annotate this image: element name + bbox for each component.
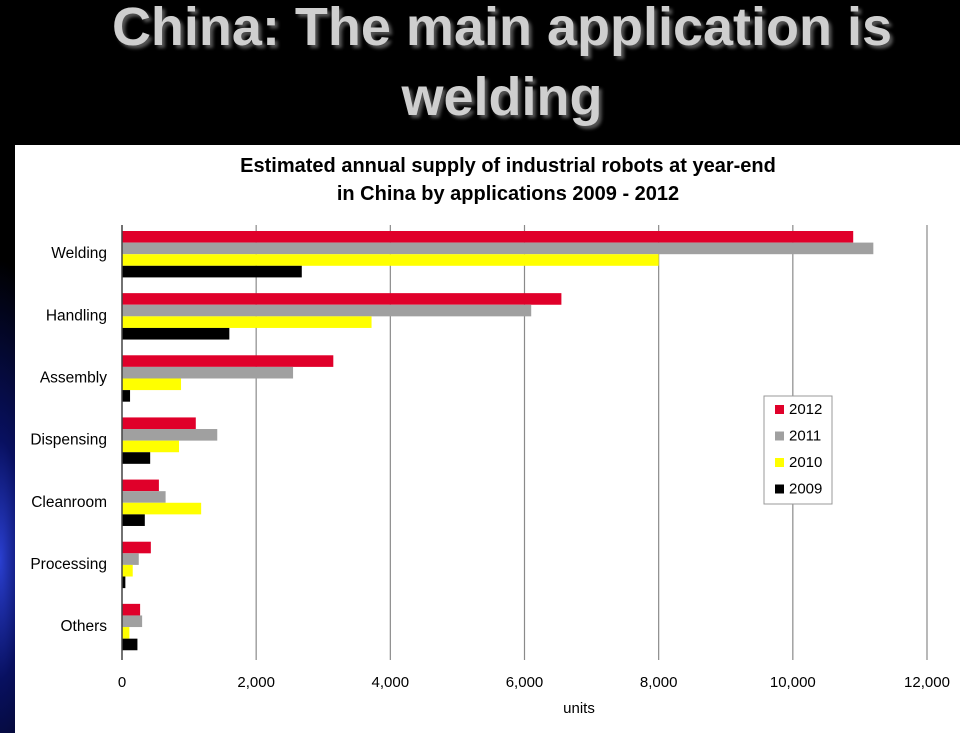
- y-category-label: Assembly: [40, 369, 107, 386]
- bar-2009-others: [122, 638, 138, 651]
- axes: 0 2,000 4,000 6,000 8,000 10,000 12,000 Welding…: [30, 225, 950, 691]
- legend-swatch-2010: [775, 458, 784, 467]
- x-tick-label: 0: [118, 674, 126, 691]
- bar-2012-welding: [122, 231, 854, 243]
- bar-2010-assembly: [122, 378, 182, 391]
- legend-swatch-2012: [775, 405, 784, 414]
- bar-2012-handling: [122, 293, 562, 305]
- legend-swatch-2011: [775, 431, 784, 441]
- legend-label: 2011: [789, 428, 821, 445]
- bar-2010-dispensing: [122, 440, 180, 453]
- chart-panel: Estimated annual supply of industrial ro…: [15, 145, 960, 733]
- bar-2011-dispensing: [122, 429, 218, 441]
- x-tick-label: 4,000: [372, 674, 410, 691]
- y-category-label: Handling: [46, 307, 107, 324]
- bar-2011-processing: [122, 553, 139, 565]
- bar-2011-others: [122, 615, 143, 628]
- bar-2010-handling: [122, 316, 372, 328]
- legend: 2012 2011 2010 2009: [763, 395, 833, 505]
- bar-2011-cleanroom: [122, 491, 166, 503]
- x-tick-label: 10,000: [770, 674, 816, 691]
- bar-2009-cleanroom: [122, 514, 145, 526]
- legend-label: 2012: [789, 401, 822, 418]
- y-category-label: Cleanroom: [31, 494, 107, 511]
- x-tick-label: 12,000: [904, 674, 950, 691]
- y-category-label: Processing: [30, 556, 107, 573]
- slide-title-line-1: China: The main application is: [111, 0, 893, 57]
- y-category-label: Welding: [51, 245, 107, 262]
- bars: [122, 231, 874, 651]
- bar-chart: Estimated annual supply of industrial ro…: [30, 155, 950, 717]
- bar-2012-cleanroom: [122, 479, 159, 492]
- bar-2009-dispensing: [122, 452, 151, 464]
- bar-2010-others: [122, 627, 130, 639]
- legend-swatch-2009: [775, 484, 784, 494]
- bar-2010-welding: [122, 254, 659, 266]
- chart-title-line-1: Estimated annual supply of industrial ro…: [240, 155, 776, 177]
- bar-2009-processing: [122, 576, 126, 589]
- bar-2009-welding: [122, 265, 302, 278]
- y-category-label: Dispensing: [30, 432, 107, 449]
- slide-title-line-2: welding: [401, 67, 603, 127]
- bar-2012-processing: [122, 541, 151, 554]
- bar-2010-processing: [122, 564, 133, 577]
- bar-2011-welding: [122, 242, 874, 255]
- bar-2010-cleanroom: [122, 502, 202, 515]
- bar-2012-dispensing: [122, 417, 196, 430]
- bar-2012-assembly: [122, 355, 334, 367]
- bar-2011-handling: [122, 304, 532, 317]
- y-category-label: Others: [60, 618, 107, 635]
- chart-title-line-2: in China by applications 2009 - 2012: [337, 183, 679, 205]
- x-tick-label: 6,000: [506, 674, 544, 691]
- legend-label: 2009: [789, 481, 822, 498]
- bar-2011-assembly: [122, 366, 294, 379]
- bar-2012-others: [122, 603, 141, 616]
- legend-label: 2010: [789, 454, 822, 471]
- x-tick-label: 8,000: [640, 674, 678, 691]
- x-tick-label: 2,000: [237, 674, 275, 691]
- bar-2009-handling: [122, 327, 230, 340]
- x-axis-title: units: [563, 700, 595, 717]
- bar-2009-assembly: [122, 390, 131, 402]
